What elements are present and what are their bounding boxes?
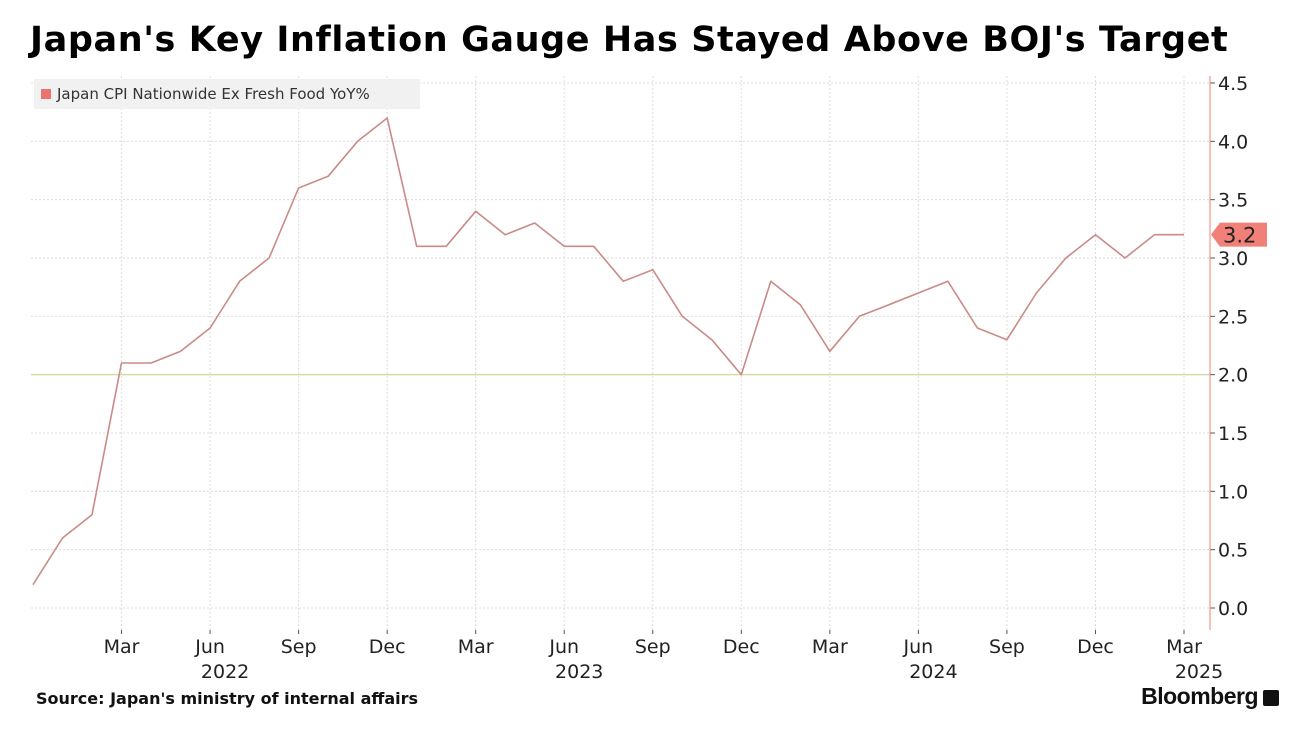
x-tick-label: Sep [989,636,1025,658]
plot-background [31,76,1210,630]
x-tick-label: Dec [723,636,760,658]
last-value-label: 3.2 [1223,224,1256,248]
chart-title: Japan's Key Inflation Gauge Has Stayed A… [30,20,1229,60]
bloomberg-logo: Bloomberg [1141,683,1258,709]
x-tick-label: Mar [458,636,494,658]
bloomberg-terminal-icon [1263,690,1279,706]
y-tick-label: 1.0 [1218,481,1248,503]
legend: Japan CPI Nationwide Ex Fresh Food YoY% [34,79,420,109]
x-tick-label: Jun [548,636,579,658]
y-tick-label: 0.5 [1218,540,1248,562]
y-tick-label: 4.0 [1218,131,1248,153]
x-year-label: 2023 [555,661,603,683]
legend-label: Japan CPI Nationwide Ex Fresh Food YoY% [57,85,370,103]
y-tick-label: 3.0 [1218,248,1248,270]
x-tick-label: Dec [369,636,406,658]
x-tick-label: Mar [1166,636,1202,658]
x-tick-label: Sep [281,636,317,658]
x-year-label: 2025 [1175,661,1223,683]
x-tick-label: Sep [635,636,671,658]
x-tick-label: Jun [194,636,225,658]
last-value-badge [1211,222,1267,247]
source-note: Source: Japan's ministry of internal aff… [36,689,419,708]
x-year-label: 2022 [201,661,249,683]
x-tick-label: Dec [1077,636,1114,658]
y-tick-label: 0.0 [1218,598,1248,620]
y-tick-label: 2.5 [1218,306,1248,328]
series-line [32,117,1184,586]
x-tick-label: Jun [903,636,934,658]
y-tick-label: 1.5 [1218,423,1248,445]
x-tick-label: Mar [812,636,848,658]
y-tick-label: 2.0 [1218,365,1248,387]
y-tick-label: 3.5 [1218,190,1248,212]
legend-swatch [41,89,51,99]
y-tick-label: 4.5 [1218,73,1248,95]
x-tick-label: Mar [104,636,140,658]
x-year-label: 2024 [909,661,957,683]
